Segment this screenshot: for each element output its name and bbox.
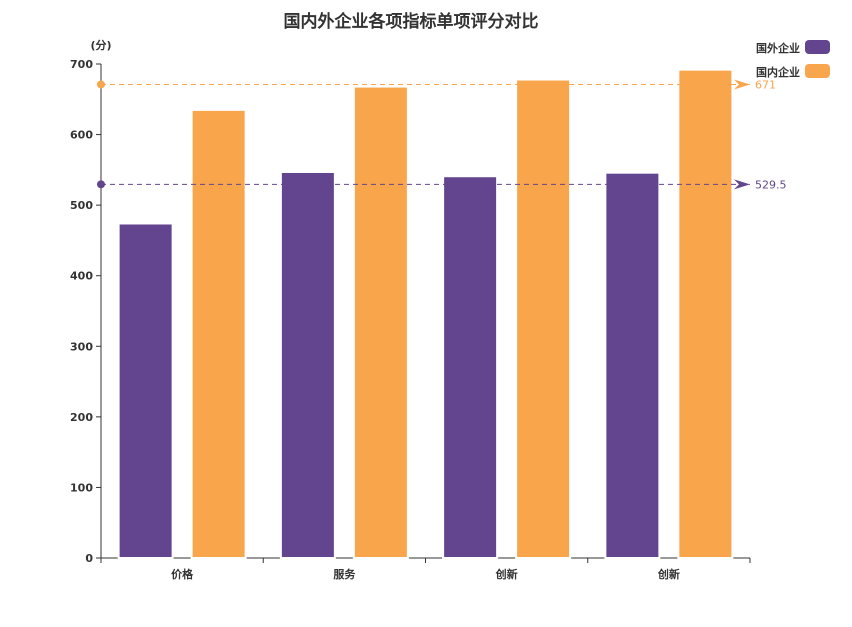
bar-foreign xyxy=(604,171,661,559)
x-category-label: 创新 xyxy=(657,567,680,581)
y-tick-label: 500 xyxy=(70,199,93,212)
average-line-start-dot xyxy=(97,80,105,89)
y-tick-label: 600 xyxy=(70,129,93,142)
bar-domestic xyxy=(190,108,247,559)
legend-label: 国内企业 xyxy=(756,65,800,79)
y-tick-label: 400 xyxy=(70,270,93,283)
bar-domestic xyxy=(677,68,734,559)
bars xyxy=(117,68,734,560)
average-value-label: 529.5 xyxy=(755,178,787,191)
legend-swatch xyxy=(805,40,830,54)
y-tick-label: 200 xyxy=(70,411,93,424)
y-tick-label: 300 xyxy=(70,340,93,353)
bar-foreign xyxy=(117,222,174,559)
y-tick-label: 700 xyxy=(70,58,93,71)
average-value-label: 671 xyxy=(755,78,776,91)
x-category-label: 服务 xyxy=(333,567,356,581)
bar-domestic xyxy=(515,78,572,559)
average-lines: 529.5 671 xyxy=(97,78,787,191)
bar-foreign xyxy=(442,175,499,560)
y-tick-label: 100 xyxy=(70,481,93,494)
chart-title: 国内外企业各项指标单项评分对比 xyxy=(284,11,539,32)
average-line-start-dot xyxy=(97,180,105,189)
bar-foreign xyxy=(279,170,336,560)
bar-domestic xyxy=(352,85,409,559)
legend-swatch xyxy=(805,64,830,78)
y-tick-label: 0 xyxy=(85,552,93,565)
legend-label: 国外企业 xyxy=(756,41,800,55)
x-category-label: 价格 xyxy=(171,567,194,581)
y-axis-unit: (分) xyxy=(90,38,111,52)
x-category-label: 创新 xyxy=(495,567,518,581)
average-line-arrow xyxy=(734,179,750,190)
average-line-arrow xyxy=(734,79,750,90)
